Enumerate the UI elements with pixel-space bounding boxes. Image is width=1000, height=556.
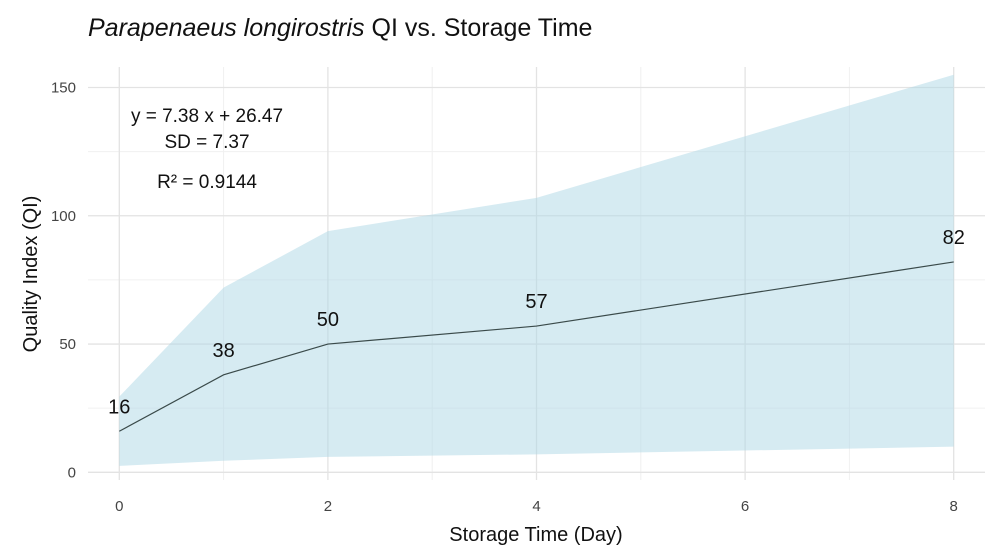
x-tick-label: 4: [532, 498, 540, 515]
data-labels-group: 16 38 50 57 82: [108, 227, 965, 418]
chart-title: Parapenaeus longirostris QI vs. Storage …: [88, 14, 592, 42]
data-label: 57: [525, 291, 547, 313]
data-label: 16: [108, 396, 130, 418]
data-label: 38: [212, 340, 234, 362]
equation-annotation: y = 7.38 x + 26.47: [131, 106, 283, 127]
x-tick-label: 8: [950, 498, 958, 515]
confidence-band: [119, 74, 954, 466]
title-rest: QI vs. Storage Time: [365, 14, 593, 42]
y-tick-label: 0: [68, 464, 76, 481]
y-tick-label: 150: [51, 80, 76, 97]
confidence-band-group: [119, 74, 954, 466]
y-tick-label: 100: [51, 208, 76, 225]
series-line: [119, 261, 954, 432]
x-axis-title: Storage Time (Day): [449, 524, 622, 546]
r2-annotation: R² = 0.9144: [157, 172, 257, 193]
title-species: Parapenaeus longirostris: [88, 14, 365, 42]
tick-labels-group: 0 2 4 6 8 0 50 100 150: [51, 80, 958, 515]
x-tick-label: 2: [324, 498, 332, 515]
y-tick-label: 50: [59, 336, 76, 353]
x-tick-label: 0: [115, 498, 123, 515]
y-axis-title: Quality Index (QI): [20, 196, 42, 353]
data-label: 50: [317, 309, 339, 331]
sd-annotation: SD = 7.37: [164, 132, 249, 153]
series-line-group: [119, 261, 954, 432]
data-label: 82: [943, 227, 965, 249]
x-tick-label: 6: [741, 498, 749, 515]
